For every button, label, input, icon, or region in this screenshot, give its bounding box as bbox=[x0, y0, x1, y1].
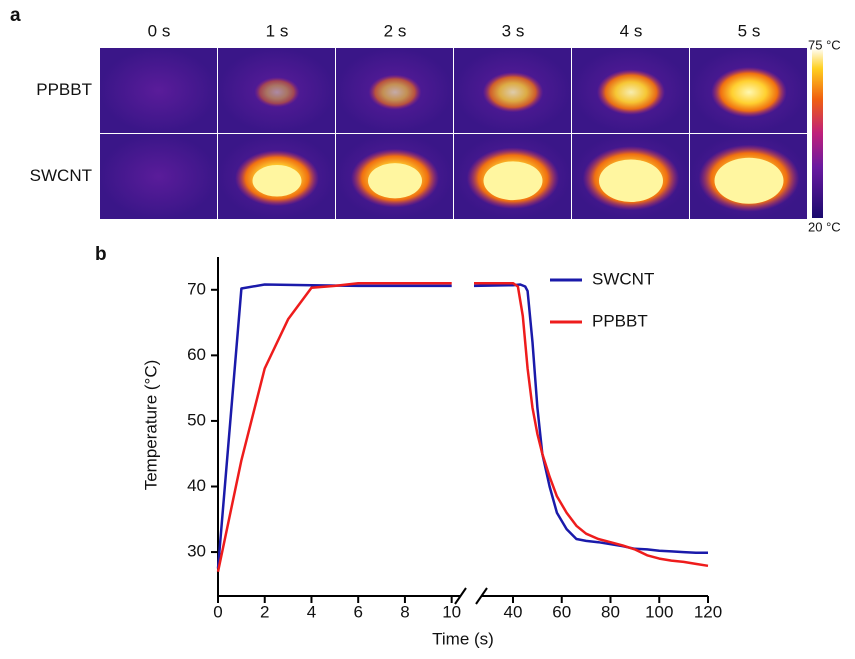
row-label: SWCNT bbox=[30, 166, 92, 185]
x-tick-label: 80 bbox=[601, 602, 620, 621]
thermal-image bbox=[100, 48, 217, 133]
panel-label: a bbox=[10, 5, 21, 26]
hot-spot bbox=[254, 77, 300, 108]
panel-label: b bbox=[95, 244, 107, 265]
hot-spot bbox=[482, 72, 544, 113]
time-label: 5 s bbox=[738, 21, 761, 40]
hot-core bbox=[599, 159, 663, 202]
data-line bbox=[216, 281, 709, 572]
time-label: 1 s bbox=[266, 21, 289, 40]
colorbar-max: 75 °C bbox=[808, 37, 841, 52]
x-tick-label: 6 bbox=[353, 602, 362, 621]
x-tick-label: 120 bbox=[694, 602, 722, 621]
axis-break bbox=[475, 587, 488, 605]
x-tick-label: 0 bbox=[213, 602, 222, 621]
x-tick-label: 8 bbox=[400, 602, 409, 621]
x-tick-label: 10 bbox=[442, 602, 461, 621]
hot-core bbox=[368, 163, 422, 199]
hot-core bbox=[252, 164, 302, 197]
time-label: 2 s bbox=[384, 21, 407, 40]
legend-label: SWCNT bbox=[592, 269, 654, 288]
x-tick-label: 4 bbox=[307, 602, 316, 621]
colorbar-min: 20 °C bbox=[808, 219, 841, 234]
x-tick-label: 2 bbox=[260, 602, 269, 621]
hot-core bbox=[714, 157, 784, 204]
thermal-image bbox=[100, 134, 217, 219]
y-tick-label: 30 bbox=[187, 542, 206, 561]
time-label: 0 s bbox=[148, 21, 171, 40]
hot-spot bbox=[596, 69, 666, 115]
legend-label: PPBBT bbox=[592, 311, 648, 330]
y-tick-label: 50 bbox=[187, 410, 206, 429]
x-tick-label: 40 bbox=[504, 602, 523, 621]
y-axis-label: Temperature (°C) bbox=[141, 360, 160, 491]
x-axis-label: Time (s) bbox=[432, 629, 494, 648]
hot-spot bbox=[368, 74, 422, 110]
data-line bbox=[216, 283, 708, 569]
hot-spot bbox=[711, 67, 787, 118]
hot-core bbox=[483, 161, 543, 201]
time-label: 3 s bbox=[502, 21, 525, 40]
y-tick-label: 70 bbox=[187, 279, 206, 298]
x-tick-label: 100 bbox=[645, 602, 673, 621]
row-label: PPBBT bbox=[36, 80, 92, 99]
axis-break bbox=[454, 587, 467, 605]
colorbar bbox=[812, 48, 823, 218]
x-tick-label: 60 bbox=[552, 602, 571, 621]
time-label: 4 s bbox=[620, 21, 643, 40]
y-tick-label: 40 bbox=[187, 476, 206, 495]
y-tick-label: 60 bbox=[187, 345, 206, 364]
